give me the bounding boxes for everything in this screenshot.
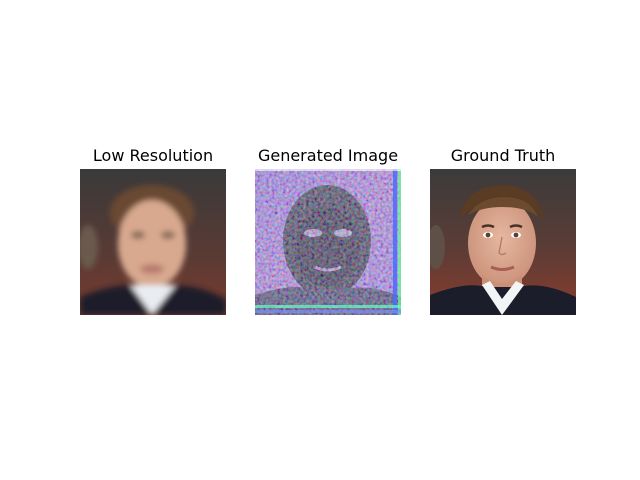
panel-ground-truth: Ground Truth — [430, 143, 576, 315]
panel-generated-image: Generated Image — [255, 143, 401, 315]
ground-truth-image — [430, 169, 576, 315]
low-resolution-image — [80, 169, 226, 315]
panel-title-generated-image: Generated Image — [257, 146, 399, 165]
panel-low-resolution: Low Resolution — [80, 143, 226, 315]
panel-title-ground-truth: Ground Truth — [450, 146, 556, 165]
generated-image — [255, 169, 401, 315]
panel-title-low-resolution: Low Resolution — [92, 146, 214, 165]
